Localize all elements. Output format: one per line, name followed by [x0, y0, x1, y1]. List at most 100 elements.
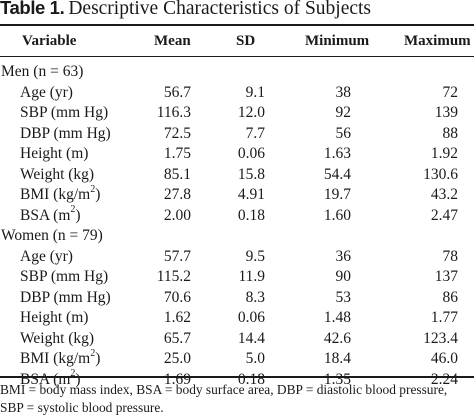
row-min-value: 38: [335, 83, 352, 101]
row-max-value: 139: [434, 104, 458, 121]
row-min-value: 1.48: [323, 309, 351, 326]
row-min-value: 1.35: [323, 370, 351, 388]
row-min-value: 54.4: [323, 165, 351, 183]
header-minimum: Minimum: [305, 33, 370, 49]
row-min-value: 90: [335, 268, 352, 285]
row-mean-value: 1.75: [163, 145, 191, 162]
row-sd-value: 9.1: [245, 83, 265, 101]
row-variable-suffix: ): [95, 186, 101, 203]
row-max-value: 2.47: [430, 206, 458, 224]
row-mean-value: 56.7: [163, 83, 191, 101]
row-sd-value: 7.7: [245, 124, 265, 142]
row-max-value: 123.4: [423, 329, 458, 347]
row-mean-value: 72.5: [163, 124, 191, 142]
row-max-value: 86: [442, 288, 459, 306]
row-mean-value: 1.62: [163, 309, 191, 326]
row-max-value: 2.24: [430, 370, 458, 388]
row-mean-value: 1.69: [163, 370, 191, 388]
row-variable: BSA (m2): [20, 369, 81, 390]
row-max-value: 43.2: [430, 186, 458, 203]
row-variable-text: Age (yr): [20, 83, 73, 101]
row-max-value: 130.6: [423, 165, 458, 183]
table-footnote: BMI = body mass index, BSA = body surfac…: [0, 382, 448, 415]
row-variable: DBP (mm Hg): [20, 288, 111, 308]
row-variable-text: Height (m): [20, 309, 89, 326]
row-sd-value: 0.18: [237, 206, 265, 224]
row-sd-value: 0.06: [237, 145, 265, 162]
row-variable-text: Weight (kg): [20, 165, 95, 183]
row-sd-value: 4.91: [237, 186, 265, 203]
header-sd: SD: [236, 33, 256, 49]
row-sd-value: 0.18: [237, 370, 265, 388]
row-variable-text: BSA (m: [20, 370, 71, 388]
row-sd-value: 0.06: [237, 309, 265, 326]
table-caption: Table 1. Descriptive Characteristics of S…: [0, 0, 371, 21]
row-sd-value: 15.8: [237, 165, 265, 183]
row-mean-value: 57.7: [163, 247, 191, 265]
row-max-value: 1.77: [430, 309, 458, 326]
row-variable-superscript: 2: [90, 183, 96, 195]
header-rule: [0, 56, 474, 57]
row-max-value: 1.92: [430, 145, 458, 162]
row-variable: SBP (mm Hg): [20, 103, 108, 123]
group-label: Men (n = 63): [1, 63, 84, 80]
header-mean: Mean: [154, 33, 191, 49]
row-sd-value: 12.0: [237, 104, 265, 121]
row-mean-value: 27.8: [163, 186, 191, 203]
row-mean-value: 85.1: [163, 165, 191, 183]
row-max-value: 88: [442, 124, 459, 142]
row-mean-value: 2.00: [163, 206, 191, 224]
header-variable: Variable: [22, 33, 77, 49]
row-min-value: 18.4: [323, 350, 351, 367]
row-min-value: 1.60: [323, 206, 351, 224]
row-variable: Age (yr): [20, 83, 73, 103]
row-variable-superscript: 2: [70, 204, 76, 216]
row-variable: Age (yr): [20, 247, 73, 267]
row-variable: DBP (mm Hg): [20, 124, 111, 144]
row-variable-superscript: 2: [90, 347, 96, 359]
row-mean-value: 115.2: [156, 268, 191, 285]
row-min-value: 56: [335, 124, 352, 142]
row-variable-text: DBP (mm Hg): [20, 124, 111, 142]
row-variable-text: BMI (kg/m: [20, 186, 91, 203]
row-sd-value: 9.5: [245, 247, 265, 265]
row-mean-value: 25.0: [163, 350, 191, 367]
row-variable-text: Weight (kg): [20, 329, 95, 347]
row-variable: Height (m): [20, 144, 88, 164]
table-title: Descriptive Characteristics of Subjects: [68, 0, 372, 19]
row-variable: Weight (kg): [20, 165, 94, 185]
row-sd-value: 14.4: [237, 329, 265, 347]
row-variable-text: SBP (mm Hg): [20, 104, 109, 121]
row-max-value: 72: [442, 83, 459, 101]
row-variable-text: BSA (m: [20, 206, 71, 224]
row-min-value: 36: [335, 247, 352, 265]
row-max-value: 46.0: [430, 350, 458, 367]
row-variable: BSA (m2): [20, 204, 81, 226]
row-variable: Weight (kg): [20, 329, 94, 349]
row-mean-value: 70.6: [163, 288, 191, 306]
row-mean-value: 116.3: [156, 104, 191, 121]
row-variable: Height (m): [20, 308, 88, 328]
row-min-value: 92: [335, 104, 352, 121]
table-number: Table 1.: [0, 0, 65, 18]
top-rule: [0, 24, 474, 26]
row-sd-value: 5.0: [245, 350, 265, 367]
row-sd-value: 8.3: [245, 288, 265, 306]
row-variable-suffix: ): [75, 370, 81, 388]
group-label: Women (n = 79): [1, 227, 103, 244]
row-variable: SBP (mm Hg): [20, 267, 108, 287]
row-variable-text: SBP (mm Hg): [20, 268, 109, 285]
row-variable: BMI (kg/m2): [20, 183, 101, 205]
row-min-value: 53: [335, 288, 352, 306]
row-min-value: 42.6: [323, 329, 351, 347]
row-sd-value: 11.9: [238, 268, 265, 285]
row-min-value: 19.7: [323, 186, 351, 203]
header-maximum: Maximum: [404, 33, 471, 49]
row-mean-value: 65.7: [163, 329, 191, 347]
row-variable-suffix: ): [95, 350, 101, 367]
row-variable-text: Height (m): [20, 145, 89, 162]
row-variable-text: DBP (mm Hg): [20, 288, 111, 306]
row-variable-text: Age (yr): [20, 247, 73, 265]
row-variable: BMI (kg/m2): [20, 347, 101, 369]
row-min-value: 1.63: [323, 145, 351, 162]
